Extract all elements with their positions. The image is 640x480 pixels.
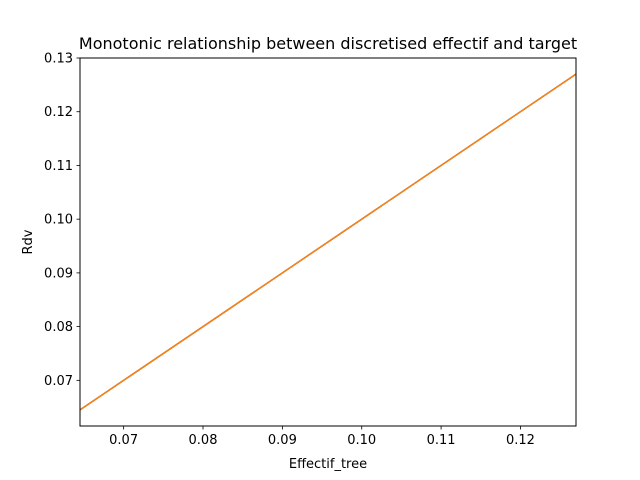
series-line-2 — [79, 73, 577, 411]
y-tick-label: 0.12 — [44, 105, 73, 120]
y-tick-label: 0.13 — [44, 52, 73, 67]
x-tick-label: 0.12 — [506, 433, 535, 448]
y-tick-label: 0.09 — [44, 266, 73, 281]
chart-title: Monotonic relationship between discretis… — [79, 34, 577, 53]
y-tick-label: 0.07 — [44, 374, 73, 389]
x-tick-label: 0.09 — [268, 433, 297, 448]
y-axis: 0.07 0.08 0.09 0.10 0.11 0.12 0.13 — [44, 52, 80, 389]
y-tick-label: 0.10 — [44, 213, 73, 228]
x-tick-label: 0.07 — [109, 433, 138, 448]
x-axis-label: Effectif_tree — [289, 457, 367, 472]
y-axis-label: Rdv — [21, 229, 36, 254]
plot-area-frame — [79, 57, 577, 427]
x-axis: 0.07 0.08 0.09 0.10 0.11 0.12 — [109, 426, 535, 448]
series-layer — [79, 73, 577, 411]
y-tick-label: 0.08 — [44, 320, 73, 335]
x-tick-label: 0.08 — [189, 433, 218, 448]
x-tick-label: 0.11 — [427, 433, 456, 448]
x-tick-label: 0.10 — [347, 433, 376, 448]
y-tick-label: 0.11 — [44, 159, 73, 174]
